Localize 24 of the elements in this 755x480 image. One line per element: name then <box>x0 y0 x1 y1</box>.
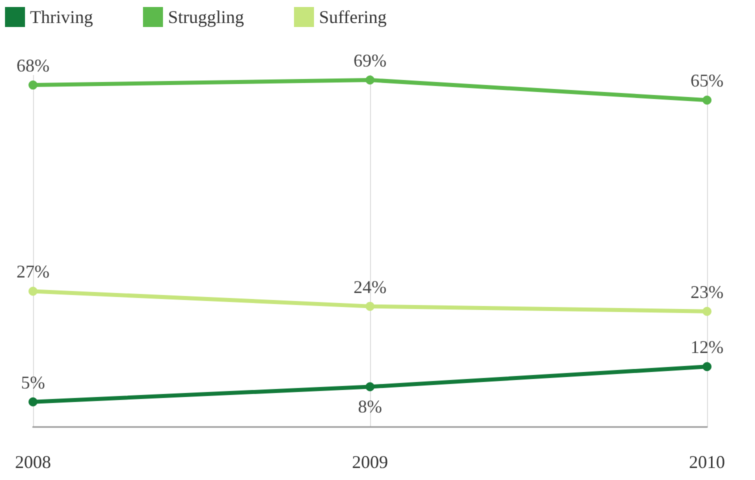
point <box>366 76 374 85</box>
legend-label: Thriving <box>30 7 93 27</box>
data-label: 68% <box>16 56 50 76</box>
legend-label: Suffering <box>319 7 387 27</box>
data-label: 65% <box>690 70 724 91</box>
data-label: 8% <box>358 396 382 416</box>
point <box>702 96 712 105</box>
point <box>702 306 712 316</box>
data-label: 12% <box>690 337 724 358</box>
data-label: 24% <box>354 276 386 297</box>
legend-label: Struggling <box>168 7 244 27</box>
x-tick-label: 2008 <box>15 452 51 472</box>
point <box>28 286 38 296</box>
data-label: 27% <box>16 262 50 282</box>
data-label: 5% <box>21 372 45 392</box>
point <box>366 382 374 392</box>
point <box>702 362 712 372</box>
point <box>28 397 38 406</box>
point <box>366 302 374 311</box>
x-tick-label: 2009 <box>352 452 388 472</box>
data-label: 23% <box>690 282 724 302</box>
data-label: 69% <box>354 50 386 71</box>
x-tick-label: 2010 <box>689 452 725 472</box>
point <box>28 80 38 90</box>
